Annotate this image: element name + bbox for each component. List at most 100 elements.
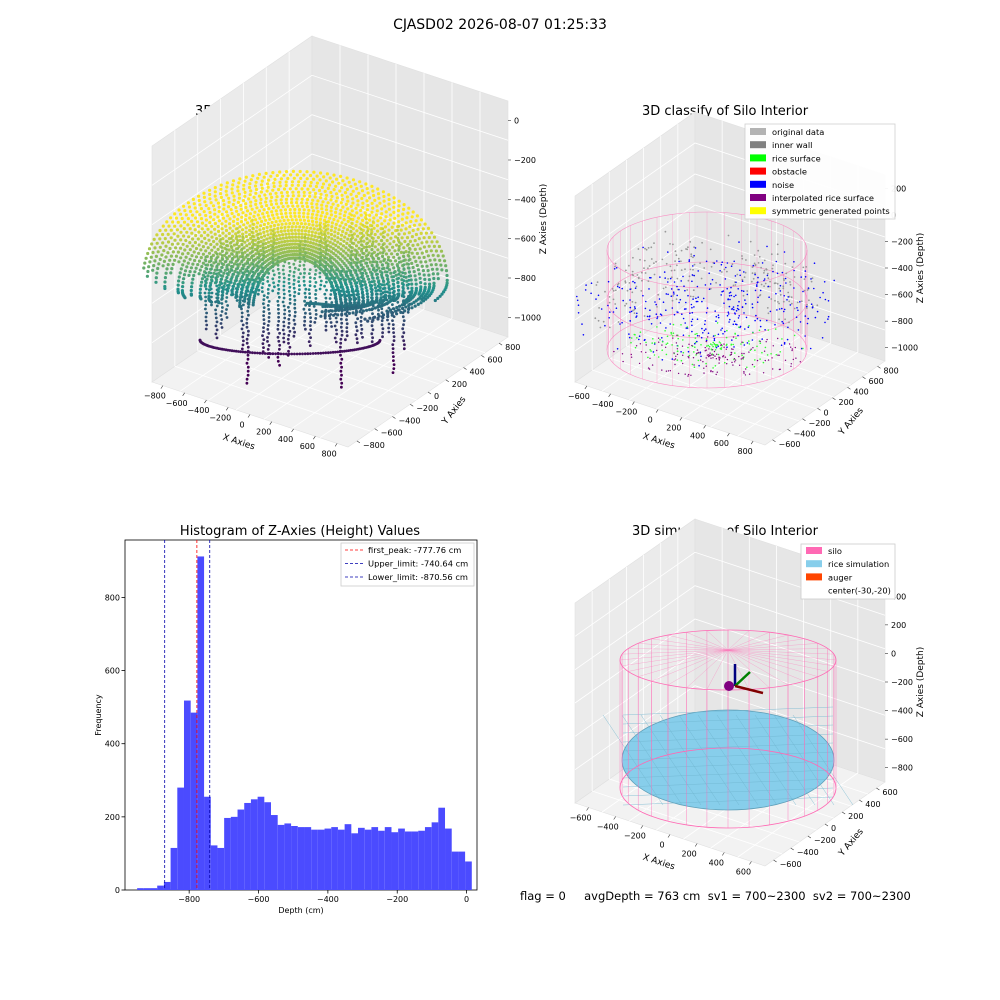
data-point (329, 257, 332, 260)
data-point (278, 237, 282, 241)
data-point (634, 346, 637, 349)
data-point (334, 243, 338, 247)
data-point (302, 307, 306, 311)
data-point (676, 277, 679, 280)
data-point (349, 237, 353, 241)
data-point (705, 362, 707, 365)
data-point (805, 307, 808, 309)
data-point (337, 228, 341, 232)
data-point (290, 228, 294, 232)
data-point (351, 197, 355, 201)
data-point (253, 351, 257, 355)
data-point (158, 228, 162, 233)
data-point (336, 350, 340, 354)
data-point (340, 301, 344, 305)
data-point (224, 219, 228, 223)
x-tick-label: 600 (300, 442, 315, 451)
data-point (400, 223, 405, 227)
rice-mesh-line (640, 714, 702, 806)
data-point (296, 204, 300, 208)
data-point (401, 212, 405, 216)
histogram-bar (250, 799, 258, 890)
data-point (676, 311, 678, 313)
data-point (387, 193, 391, 197)
data-point (266, 280, 270, 283)
data-point (763, 272, 765, 274)
data-point (663, 271, 666, 273)
data-point (330, 221, 334, 225)
data-point (804, 335, 806, 337)
y-tick-label: 600 (105, 667, 120, 676)
data-point (283, 208, 288, 212)
data-point (267, 356, 271, 359)
data-point (380, 319, 384, 323)
data-point (264, 171, 268, 175)
data-point (225, 288, 228, 291)
data-point (225, 292, 229, 295)
data-point (650, 323, 653, 325)
data-point (367, 277, 371, 281)
data-point (729, 318, 731, 321)
data-point (410, 235, 414, 239)
data-point (377, 288, 380, 292)
data-point (247, 197, 251, 201)
data-point (328, 183, 332, 187)
data-point (429, 263, 433, 267)
data-point (720, 271, 723, 273)
data-point (246, 353, 250, 357)
data-point (235, 295, 239, 298)
data-point (199, 248, 203, 252)
data-point (821, 337, 824, 339)
data-point (183, 248, 187, 252)
data-point (784, 262, 787, 265)
data-point (754, 349, 756, 352)
data-point (287, 333, 291, 337)
data-point (392, 359, 395, 362)
data-point (408, 290, 411, 294)
data-point (744, 299, 746, 301)
legend-label: interpolated rice surface (772, 193, 874, 203)
data-point (225, 240, 229, 243)
data-point (401, 311, 405, 315)
data-point (703, 329, 706, 332)
data-point (238, 238, 242, 243)
data-point (352, 260, 357, 265)
data-point (380, 315, 384, 319)
data-point (303, 259, 307, 263)
data-point (248, 295, 252, 299)
data-point (724, 361, 726, 364)
data-point (357, 298, 361, 302)
data-point (170, 267, 174, 271)
data-point (721, 290, 723, 293)
grid-line (656, 324, 777, 410)
data-point (240, 347, 244, 351)
data-point (156, 250, 160, 254)
data-point (298, 284, 301, 287)
data-point (257, 209, 262, 213)
data-point (410, 215, 414, 219)
data-point (183, 209, 187, 213)
data-point (153, 246, 157, 250)
data-point (439, 249, 444, 253)
data-point (314, 231, 318, 235)
data-point (365, 274, 370, 278)
data-point (325, 212, 329, 216)
data-point (297, 211, 301, 215)
data-point (240, 243, 244, 247)
data-point (340, 186, 344, 190)
data-point (299, 176, 303, 180)
data-point (192, 250, 196, 254)
data-point (214, 324, 218, 328)
data-point (280, 191, 284, 195)
grid-line (574, 204, 886, 290)
data-point (247, 313, 250, 317)
data-point (349, 185, 353, 189)
data-point (743, 344, 746, 346)
data-point (402, 287, 405, 291)
data-point (766, 274, 769, 277)
data-point (306, 212, 310, 216)
data-point (329, 269, 333, 272)
data-point (680, 359, 683, 362)
data-point (426, 226, 431, 230)
data-point (713, 337, 716, 340)
